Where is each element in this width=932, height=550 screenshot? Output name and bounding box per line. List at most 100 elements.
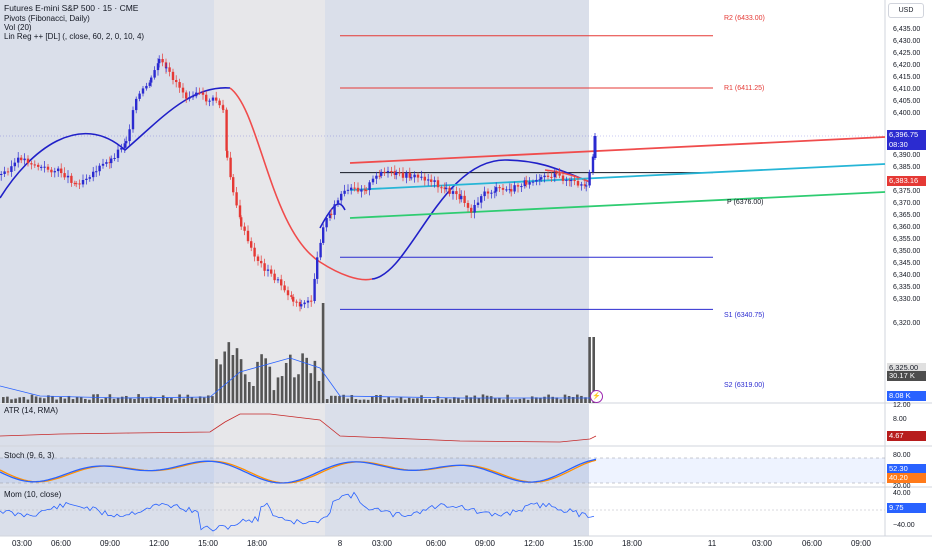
volume-bar	[268, 366, 272, 403]
candle-body	[286, 290, 290, 296]
volume-bar	[555, 397, 559, 403]
volume-bar	[440, 399, 444, 403]
candle-body	[380, 171, 383, 176]
candle-body	[430, 179, 433, 182]
candle-body	[443, 187, 446, 190]
candle-body	[108, 162, 111, 164]
volume-bar	[116, 397, 120, 403]
price-tick-label: 6,415.00	[893, 74, 921, 81]
candle-body	[3, 171, 6, 174]
candle-body	[205, 94, 208, 102]
candle-body	[523, 180, 526, 187]
volume-bar	[518, 398, 522, 403]
volume-legend[interactable]: Vol (20)	[4, 23, 32, 32]
volume-bar	[416, 398, 419, 403]
candle-body	[436, 180, 440, 188]
candle-body	[208, 100, 211, 102]
volume-bar	[588, 337, 591, 403]
volume-bar	[26, 399, 30, 403]
volume-bar	[223, 351, 226, 403]
volume-bar	[170, 397, 173, 403]
candle-body	[125, 141, 128, 144]
stoch-legend[interactable]: Stoch (9, 6, 3)	[4, 451, 55, 460]
volume-bar	[272, 390, 276, 403]
flash-icon[interactable]: ⚡	[590, 390, 603, 403]
candle-body	[283, 285, 286, 291]
candle-body	[30, 163, 33, 165]
volume-bar	[43, 398, 46, 403]
linreg-curve-red	[229, 87, 373, 281]
candle-body	[253, 247, 256, 257]
price-tick-label: 6,320.00	[893, 320, 921, 327]
candle-body	[580, 184, 583, 186]
bar-countdown: 08:30	[889, 140, 908, 149]
pivots-legend[interactable]: Pivots (Fibonacci, Daily)	[4, 14, 90, 23]
candle-body	[416, 174, 420, 178]
candle-body	[410, 177, 413, 179]
candle-body	[330, 213, 333, 215]
candle-body	[458, 194, 461, 200]
candle-body	[300, 304, 303, 307]
linreg-curve-tip	[544, 169, 591, 183]
overnight-shade	[214, 0, 325, 536]
candle-body	[543, 175, 546, 178]
price-tick-label: 6,340.00	[893, 272, 921, 279]
candle-body	[256, 256, 260, 261]
price-tick-label: 6,410.00	[893, 86, 921, 93]
atr-legend[interactable]: ATR (14, RMA)	[4, 406, 59, 415]
candle-body	[148, 82, 151, 86]
candle-body	[131, 110, 135, 130]
volume-bar	[227, 342, 231, 403]
linreg-legend[interactable]: Lin Reg ++ [DL] (, close, 60, 2, 0, 10, …	[4, 32, 145, 41]
mom-legend[interactable]: Mom (10, close)	[4, 490, 62, 499]
volume-bar	[510, 399, 513, 403]
candle-body	[235, 192, 238, 206]
candle-body	[368, 182, 371, 191]
candle-body	[306, 300, 310, 303]
volume-bar	[354, 398, 358, 403]
candle-body	[520, 186, 523, 188]
candle-body	[313, 278, 316, 302]
price-tick-label: 6,370.00	[893, 200, 921, 207]
volume-bar	[580, 395, 583, 403]
volume-bar	[502, 399, 505, 403]
volume-bar	[305, 357, 308, 403]
price-tick-label: 6,350.00	[893, 248, 921, 255]
candle-body	[440, 187, 443, 189]
volume-bar	[55, 399, 58, 403]
candle-body	[561, 175, 565, 181]
candle-body	[211, 97, 215, 101]
volume-bar	[309, 373, 313, 403]
candle-body	[113, 157, 116, 159]
volume-bar	[10, 399, 13, 403]
volume-bar	[457, 397, 460, 403]
volume-bar	[243, 374, 247, 403]
candle-body	[375, 175, 378, 179]
candle-body	[510, 189, 513, 192]
candle-body	[78, 183, 81, 185]
candle-body	[188, 97, 191, 99]
volume-bar	[420, 395, 423, 403]
candle-body	[110, 158, 113, 164]
currency-button[interactable]: USD	[888, 3, 924, 18]
volume-bar	[432, 399, 436, 403]
candle-body	[486, 191, 490, 194]
candle-body	[120, 147, 123, 150]
candle-body	[398, 172, 401, 174]
volume-bar	[248, 382, 251, 403]
volume-bar	[207, 395, 210, 403]
volume-bar	[325, 399, 329, 403]
candle-body	[565, 179, 568, 181]
candle-body	[175, 79, 178, 83]
volume-bar	[141, 397, 144, 403]
volume-bar	[112, 398, 116, 403]
atr-line	[0, 413, 597, 443]
candle-body	[570, 180, 573, 182]
volume-bar	[178, 394, 181, 403]
candle-body	[333, 204, 336, 215]
candle-body	[123, 143, 126, 148]
candle-body	[568, 179, 571, 182]
session-shade	[325, 404, 589, 536]
volume-bar	[498, 397, 501, 403]
